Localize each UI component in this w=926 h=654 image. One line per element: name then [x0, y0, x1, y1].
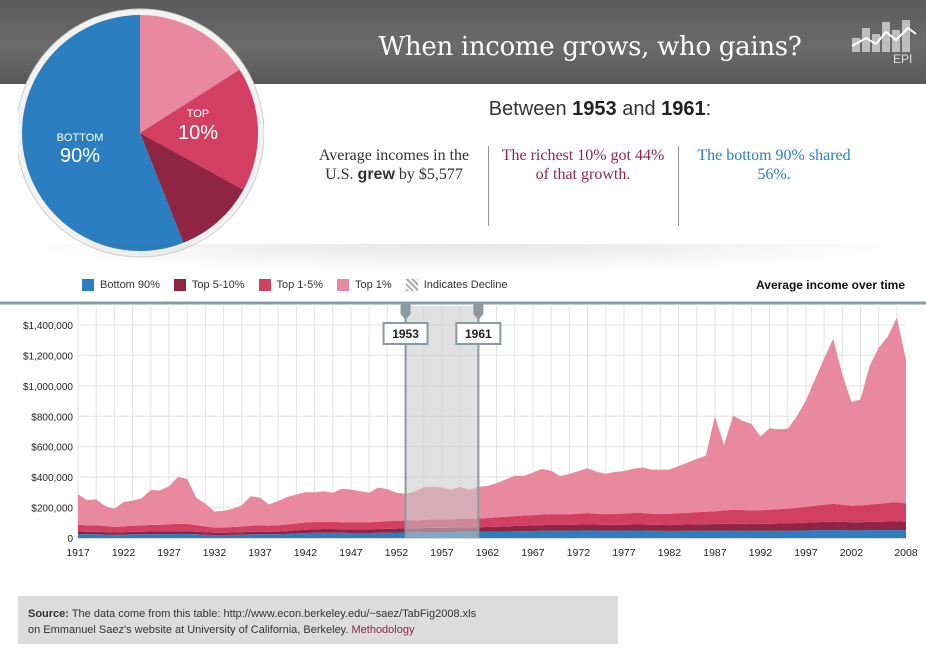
epi-logo-text: EPI — [893, 52, 913, 66]
y-tick-label: $800,000 — [31, 412, 73, 423]
area-top-5-10- — [78, 521, 906, 535]
x-tick-label: 1967 — [521, 547, 545, 559]
pie-top-label: TOP — [187, 108, 209, 120]
x-tick-label: 1942 — [294, 547, 318, 559]
legend-swatch — [173, 279, 186, 291]
x-tick-label: 1917 — [66, 547, 90, 559]
pie-chart: BOTTOM 90% TOP 10% — [15, 0, 265, 260]
summary-text: by — [394, 166, 419, 183]
year-label: 1961 — [465, 327, 492, 341]
y-tick-label: $1,000,000 — [23, 382, 73, 393]
legend-label: Indicates Decline — [423, 279, 508, 291]
x-tick-label: 2002 — [840, 547, 864, 559]
legend-label: Bottom 90% — [100, 279, 160, 291]
y-tick-label: 0 — [67, 534, 73, 545]
section-shadow — [0, 244, 926, 274]
methodology-link[interactable]: Methodology — [351, 624, 415, 636]
x-tick-label: 1972 — [567, 547, 591, 559]
legend-item-bottom-90[interactable]: Bottom 90% — [82, 279, 160, 291]
summary-average-growth: Average incomes in the U.S. grew by $5,5… — [312, 146, 476, 184]
source-text: The data come from this table: http://ww… — [68, 608, 477, 620]
pie-slice-bottom-90- — [22, 15, 184, 251]
page-title: When income grows, who gains? — [378, 32, 802, 62]
y-tick-label: $200,000 — [31, 504, 73, 515]
x-tick-label: 1987 — [703, 547, 727, 559]
source-text: on Emmanuel Saez's website at University… — [28, 624, 352, 636]
pie-slice-top-1- — [140, 15, 240, 133]
x-tick-label: 1992 — [749, 547, 773, 559]
summary-bottom-share: The bottom 90% shared 56%. — [697, 147, 851, 183]
area-top-1-5- — [78, 502, 906, 533]
x-tick-label: 1962 — [476, 547, 500, 559]
pie-top-value: 10% — [178, 122, 218, 144]
source-label: Source: — [28, 608, 69, 620]
x-tick-label: 1957 — [430, 547, 454, 559]
x-tick-label: 2008 — [894, 547, 918, 559]
handle-start-grip-icon[interactable] — [400, 302, 411, 320]
income-area-chart: 1953 1961 0 $200,000 $400,000 $600,000 $800,0… — [0, 301, 926, 559]
legend-swatch — [258, 279, 271, 291]
area-top-1- — [78, 317, 906, 528]
source-box: Source: The data come from this table: h… — [18, 596, 618, 644]
headline-text: : — [705, 98, 712, 120]
handle-end-grip-icon[interactable] — [473, 302, 484, 320]
y-tick-label: $1,200,000 — [23, 351, 73, 362]
x-tick-label: 1997 — [794, 547, 818, 559]
x-tick-label: 1982 — [658, 547, 682, 559]
chart-title: Average income over time — [756, 278, 905, 292]
legend-item-top-1[interactable]: Top 1% — [337, 279, 392, 291]
legend-swatch — [337, 279, 349, 291]
legend: Bottom 90% Top 5-10% Top 1-5% Top 1% Ind… — [82, 277, 521, 293]
summary-amount: $5,577 — [418, 166, 463, 183]
handle-start-label[interactable]: 1953 — [382, 322, 429, 345]
legend-item-top-1-5[interactable]: Top 1-5% — [258, 279, 323, 291]
headline-text: and — [616, 98, 662, 120]
x-tick-label: 1922 — [112, 547, 136, 559]
legend-item-top-5-10[interactable]: Top 5-10% — [173, 279, 245, 291]
epi-logo-icon — [851, 20, 917, 52]
pie-bottom-label: BOTTOM — [57, 132, 104, 144]
x-tick-label: 1932 — [203, 547, 227, 559]
x-tick-label: 1952 — [385, 547, 409, 559]
summary-text: Average incomes in the U.S. — [318, 147, 470, 183]
year-start: 1953 — [572, 98, 617, 120]
legend-label: Top 5-10% — [191, 279, 245, 291]
pie-slice-top-1-5- — [140, 69, 258, 190]
decline-swatch — [405, 279, 418, 291]
legend-label: Top 1-5% — [276, 279, 323, 291]
area-bottom-90- — [78, 530, 906, 538]
x-tick-label: 1977 — [612, 547, 636, 559]
x-tick-label: 1937 — [248, 547, 272, 559]
pie-slice-top-5-10- — [140, 133, 244, 243]
summary-bold: grew — [357, 166, 395, 183]
headline-text: Between — [488, 98, 573, 120]
year-end: 1961 — [661, 98, 706, 120]
x-tick-label: 1947 — [339, 547, 363, 559]
year-label: 1953 — [392, 327, 419, 341]
handle-end-label[interactable]: 1961 — [455, 322, 502, 345]
legend-item-decline: Indicates Decline — [405, 279, 508, 291]
divider — [678, 146, 679, 226]
x-tick-label: 1927 — [157, 547, 181, 559]
y-tick-label: $400,000 — [31, 473, 73, 484]
pie-bottom-value: 90% — [60, 145, 100, 167]
y-tick-label: $600,000 — [31, 443, 73, 454]
legend-label: Top 1% — [355, 279, 392, 291]
legend-swatch — [82, 279, 94, 291]
headline: Between 1953 and 1961: — [300, 98, 900, 121]
divider — [488, 146, 489, 226]
y-tick-label: $1,400,000 — [23, 321, 73, 332]
summary-richest-share: The richest 10% got 44% of that growth. — [501, 147, 665, 183]
